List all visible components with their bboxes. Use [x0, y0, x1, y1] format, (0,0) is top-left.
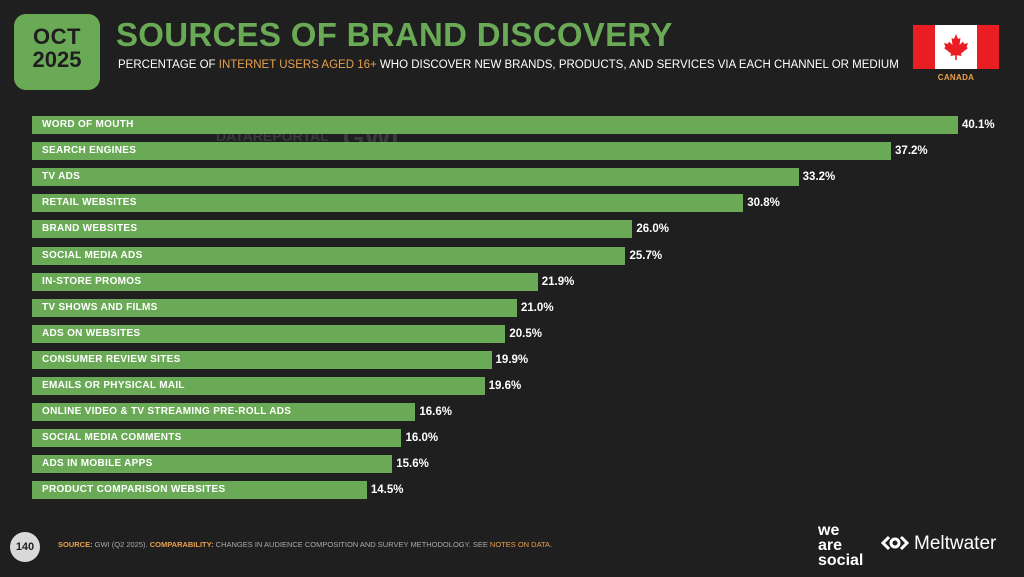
value-label: 37.2% [895, 145, 928, 158]
bar [32, 246, 626, 265]
value-label: 19.9% [495, 353, 529, 366]
date-badge: OCT 2025 [14, 14, 100, 90]
category-label: BRAND WEBSITES [42, 223, 138, 235]
bar [32, 298, 517, 317]
category-label: ONLINE VIDEO & TV STREAMING PRE-ROLL ADS [42, 406, 292, 418]
bar [32, 481, 367, 500]
category-label: TV SHOWS AND FILMS [42, 301, 158, 313]
bar [32, 377, 485, 395]
value-label: 14.5% [370, 484, 404, 497]
we-are-social-logo: we are social [818, 522, 864, 569]
meltwater-mark-icon [880, 535, 910, 551]
value-label: 20.5% [509, 327, 542, 340]
value-label: 21.0% [520, 301, 554, 314]
value-label: 19.6% [488, 380, 522, 392]
category-label: CONSUMER REVIEW SITES [42, 353, 181, 365]
value-label: 21.9% [541, 275, 575, 288]
date-month: OCT [33, 24, 81, 49]
value-label: 33.2% [802, 171, 836, 184]
page-title: SOURCES OF BRAND DISCOVERY [116, 16, 673, 53]
subtitle: PERCENTAGE OF INTERNET USERS AGED 16+ WH… [118, 59, 899, 71]
bar [32, 142, 892, 161]
logo-social: social [818, 552, 864, 569]
logo-we: we [818, 522, 840, 539]
source-key: SOURCE: [58, 540, 93, 549]
subtitle-post: WHO DISCOVER NEW BRANDS, PRODUCTS, AND S… [376, 59, 899, 71]
category-label: ADS ON WEBSITES [42, 327, 141, 339]
notes-on-data-link[interactable]: NOTES ON DATA [489, 540, 551, 549]
comparability-key: COMPARABILITY: [149, 540, 214, 549]
footer-source: SOURCE: GWI (Q2 2025). COMPARABILITY: CH… [58, 540, 552, 549]
bar [32, 324, 506, 343]
date-year: 2025 [32, 47, 82, 72]
value-label: 16.6% [419, 406, 452, 419]
bar [32, 350, 492, 369]
footer-end: . [550, 540, 553, 549]
meltwater-logo: Meltwater [880, 533, 996, 555]
category-label: EMAILS OR PHYSICAL MAIL [42, 380, 185, 391]
category-label: TV ADS [42, 171, 81, 183]
category-label: IN-STORE PROMOS [42, 275, 142, 287]
value-label: 26.0% [636, 223, 669, 236]
bar [32, 116, 958, 134]
comparability-text: CHANGES IN AUDIENCE COMPOSITION AND SURV… [213, 540, 490, 549]
value-label: 16.0% [405, 432, 439, 445]
subtitle-pre: PERCENTAGE OF [118, 59, 219, 71]
logo-are: are [818, 537, 843, 554]
category-label: SOCIAL MEDIA ADS [42, 249, 143, 261]
category-label: PRODUCT COMPARISON WEBSITES [42, 484, 226, 496]
bar [32, 272, 538, 291]
bar [32, 220, 633, 239]
category-label: ADS IN MOBILE APPS [42, 458, 153, 470]
source-text: GWI (Q2 2025). [92, 540, 150, 549]
category-label: SOCIAL MEDIA COMMENTS [42, 432, 182, 444]
value-label: 30.8% [747, 197, 780, 210]
category-label: WORD OF MOUTH [42, 119, 134, 130]
canada-flag-icon [913, 25, 999, 69]
bar [32, 168, 799, 187]
page-number: 140 [10, 532, 40, 562]
meltwater-text: Meltwater [914, 533, 997, 554]
category-label: RETAIL WEBSITES [42, 197, 137, 209]
bar [32, 194, 744, 213]
bar [32, 455, 393, 474]
value-label: 25.7% [629, 249, 663, 262]
country-label: CANADA [937, 73, 975, 82]
value-label: 40.1% [962, 119, 995, 131]
bar [32, 403, 416, 422]
bar [32, 429, 402, 448]
subtitle-highlight: INTERNET USERS AGED 16+ [218, 59, 377, 71]
value-label: 15.6% [396, 458, 429, 471]
category-label: SEARCH ENGINES [42, 145, 137, 157]
